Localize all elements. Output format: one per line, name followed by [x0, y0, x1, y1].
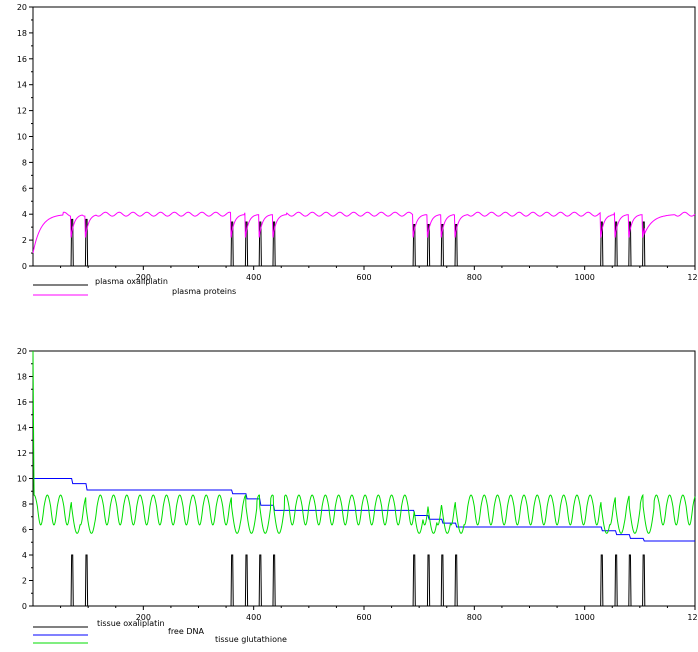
y-tick-label: 12	[17, 107, 27, 116]
y-tick-label: 2	[22, 236, 27, 245]
plasma-chart: 0 2 4 6 8 10 12 14 16 18 20 200 400 600 800 1000 120	[17, 3, 698, 282]
y-tick-label: 20	[17, 347, 27, 356]
y-tick-label: 12	[17, 449, 27, 458]
y-tick-label: 20	[17, 3, 27, 12]
y-tick-label: 2	[22, 577, 27, 586]
series-line-plasma-proteins	[32, 211, 696, 254]
y-tick-label: 16	[17, 55, 27, 64]
series-line-plasma-oxaliplatin	[33, 218, 695, 267]
y-tick-label: 10	[17, 133, 27, 142]
series-line-tissue-glutathione	[32, 350, 696, 534]
y-tick-label: 0	[22, 602, 27, 611]
x-tick-label: 120	[687, 613, 698, 622]
x-tick-label: 800	[467, 613, 482, 622]
y-tick-label: 4	[22, 551, 27, 560]
y-tick-label: 18	[17, 373, 27, 382]
x-tick-label: 200	[136, 613, 151, 622]
legend-label: plasma oxaliplatin	[95, 277, 168, 286]
tissue-chart: 0 2 4 6 8 10 12 14 16 18 20 200 400 600 800 1000 120	[17, 347, 698, 622]
x-tick-label: 1000	[574, 613, 594, 622]
legend-label: tissue oxaliplatin	[97, 619, 165, 628]
y-tick-label: 6	[22, 526, 27, 535]
y-tick-label: 4	[22, 210, 27, 219]
y-tick-label: 8	[22, 500, 27, 509]
legend-label: tissue glutathione	[215, 635, 287, 644]
y-tick-label: 18	[17, 29, 27, 38]
x-tick-label: 1000	[574, 273, 594, 282]
axes-frame	[32, 6, 696, 267]
legend-label: free DNA	[168, 627, 204, 636]
x-tick-label: 400	[246, 613, 261, 622]
y-tick-label: 6	[22, 184, 27, 193]
axes-frame	[32, 350, 696, 607]
x-tick-label: 600	[356, 613, 371, 622]
y-tick-label: 14	[17, 424, 27, 433]
y-tick-label: 14	[17, 81, 27, 90]
series-line-free-dna	[33, 478, 695, 542]
x-tick-label: 400	[246, 273, 261, 282]
y-tick-label: 16	[17, 398, 27, 407]
y-tick-label: 10	[17, 475, 27, 484]
x-tick-label: 800	[467, 273, 482, 282]
y-tick-label: 0	[22, 262, 27, 271]
legend-label: plasma proteins	[172, 287, 236, 296]
x-tick-label: 600	[356, 273, 371, 282]
plasma-legend: plasma oxaliplatin plasma proteins	[33, 277, 236, 296]
series-line-tissue-oxaliplatin	[33, 554, 695, 607]
x-tick-label: 200	[136, 273, 151, 282]
y-tick-label: 8	[22, 158, 27, 167]
x-tick-label: 120	[687, 273, 698, 282]
